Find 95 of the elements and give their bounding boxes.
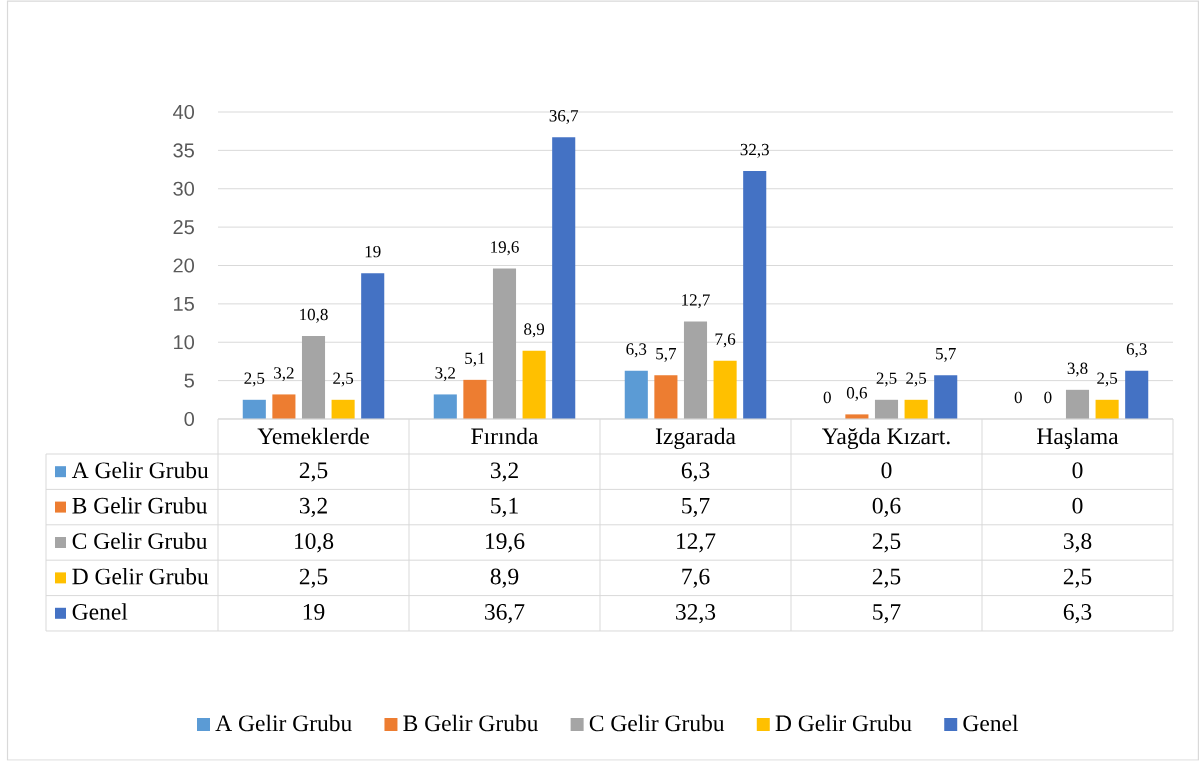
data-label: 6,3: [1063, 604, 1092, 624]
bar: [463, 379, 487, 419]
data-label: 3,8: [1063, 533, 1092, 553]
data-label: 3,2: [490, 462, 518, 482]
bar: [1065, 389, 1090, 419]
legend-label: D Gelir Grubu: [72, 567, 209, 585]
y-tick-label: 15: [174, 296, 194, 311]
bar: [492, 268, 517, 419]
bar: [361, 273, 385, 419]
text: 19,6: [491, 241, 519, 256]
text: 36,7: [549, 110, 579, 124]
y-tick-label: 20: [173, 258, 195, 273]
data-label: 36,7: [485, 604, 525, 624]
data-label: 8,9: [490, 568, 519, 588]
text: 3,2: [274, 367, 294, 382]
bar: [242, 399, 266, 419]
y-tick-label: 35: [173, 143, 194, 158]
bar: [1095, 399, 1119, 419]
data-label: 0: [1072, 462, 1083, 479]
y-tick-label: 40: [173, 104, 195, 120]
bar: [624, 370, 648, 419]
text: 3,2: [435, 367, 455, 382]
text: 7,6: [715, 333, 736, 348]
x-tick-label: Haşlama: [1037, 427, 1119, 449]
data-label: 6,3: [681, 462, 710, 482]
bar: [331, 399, 355, 419]
text: 0: [1014, 391, 1022, 404]
legend-label: A Gelir Grubu: [71, 461, 209, 479]
bar: [683, 321, 708, 419]
x-tick-label: Izgarada: [655, 427, 736, 450]
data-label: 2,5: [299, 462, 328, 482]
bar: [1125, 370, 1149, 419]
data-label: 19,6: [486, 533, 525, 553]
data-label: 2,5: [872, 568, 901, 588]
bar: [654, 375, 678, 419]
text: A Gelir Grubu: [215, 714, 352, 732]
y-tick-label: 25: [173, 220, 194, 235]
text: 2,5: [876, 372, 897, 387]
data-label: 3,2: [299, 497, 327, 517]
text: 2,5: [1097, 372, 1118, 387]
data-label: 2,5: [1063, 568, 1092, 588]
data-label: 0: [1072, 497, 1083, 514]
text: 19: [365, 245, 381, 258]
text: 32,3: [740, 143, 769, 158]
x-tick-label: Yağda Kızart.: [822, 427, 950, 450]
text: 6,3: [1126, 343, 1147, 358]
text: 8,9: [524, 323, 545, 338]
bar: [713, 360, 737, 419]
y-tick-label: 0: [184, 411, 195, 427]
text: 2,5: [906, 372, 927, 387]
bar: [522, 350, 546, 419]
bar: [904, 399, 928, 419]
text: 5,7: [936, 348, 956, 362]
bar: [552, 137, 576, 419]
text: 10,8: [300, 308, 328, 323]
text: C Gelir Grubu: [589, 714, 725, 732]
data-label: 10,8: [295, 533, 334, 553]
x-tick-label: Fırında: [471, 427, 539, 445]
data-label: 2,5: [872, 533, 901, 553]
bar: [874, 399, 899, 419]
text: 12,7: [682, 294, 710, 309]
data-label: 12,7: [677, 533, 716, 553]
bar: [433, 394, 457, 419]
legend-label: C Gelir Grubu: [72, 532, 208, 550]
legend-label: Genel: [963, 714, 1019, 732]
data-label: 32,3: [676, 604, 716, 624]
bar: [272, 394, 296, 419]
data-label: 5,1: [491, 497, 518, 517]
y-tick-label: 30: [173, 181, 195, 196]
data-label: 19: [303, 604, 325, 620]
text: 0: [823, 391, 831, 404]
text: 6,3: [626, 343, 647, 358]
data-label: 2,5: [299, 568, 328, 588]
text: D Gelir Grubu: [775, 714, 912, 732]
text: 0: [1044, 391, 1052, 404]
data-label: 0: [881, 462, 892, 479]
bar: [743, 171, 767, 419]
y-tick-label: 10: [174, 335, 195, 350]
data-label: 5,7: [873, 604, 901, 624]
text: 5,1: [465, 352, 485, 367]
data-label: 0,6: [872, 497, 901, 517]
text: Genel: [72, 603, 128, 620]
bar: [301, 336, 326, 419]
text: 2,5: [244, 372, 265, 387]
legend-label: B Gelir Grubu: [72, 497, 208, 514]
y-tick-label: 5: [184, 373, 194, 388]
bar: [934, 375, 958, 419]
text: 3,8: [1067, 362, 1088, 377]
text: 5,7: [656, 348, 677, 362]
data-label: 5,7: [682, 498, 710, 517]
text: 0,6: [846, 387, 868, 401]
data-label: 7,6: [682, 568, 710, 588]
text: 2,5: [333, 372, 354, 387]
x-tick-label: Yemeklerde: [257, 427, 369, 445]
text: B Gelir Grubu: [403, 714, 539, 732]
